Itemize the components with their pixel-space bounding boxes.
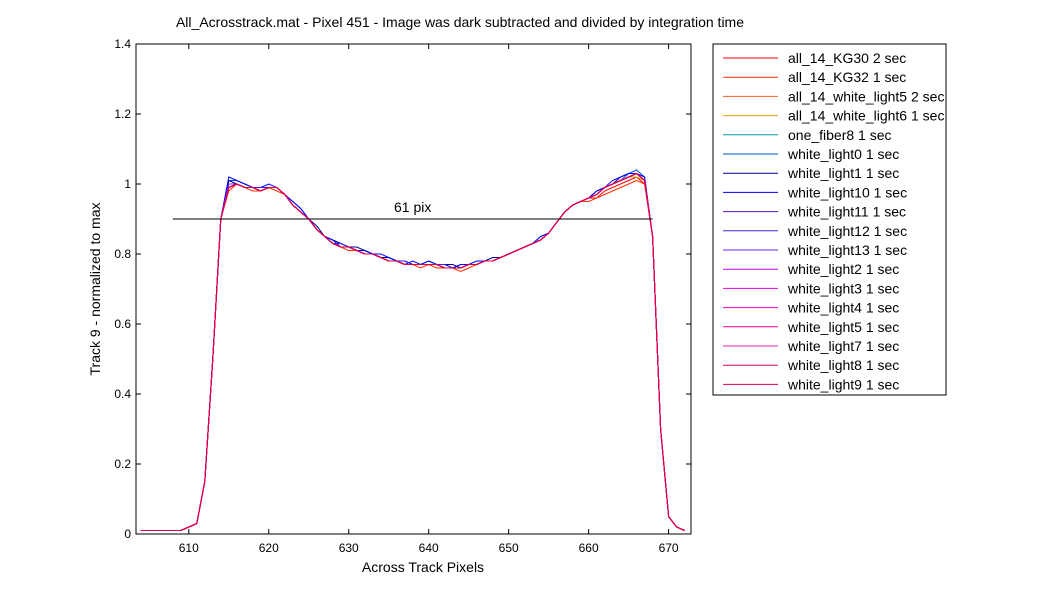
chart-title: All_Acrosstrack.mat - Pixel 451 - Image … (176, 14, 744, 30)
axes-box (135, 43, 692, 535)
legend-label: white_light0 1 sec (787, 146, 899, 162)
legend-label: white_light9 1 sec (787, 376, 899, 392)
legend-label: white_light3 1 sec (787, 280, 899, 296)
plot-area: 61 pix (140, 169, 685, 531)
y-tick-label: 0 (124, 527, 131, 541)
legend-label: all_14_white_light5 2 sec (788, 88, 944, 104)
reference-label: 61 pix (394, 199, 431, 215)
y-tick-label: 1.2 (114, 107, 131, 121)
legend-label: white_light13 1 sec (787, 242, 907, 258)
legend-box (712, 43, 947, 396)
legend-label: one_fiber8 1 sec (788, 127, 892, 143)
legend-label: white_light10 1 sec (787, 184, 907, 200)
legend-label: white_light12 1 sec (787, 223, 907, 239)
x-tick-label: 620 (259, 541, 279, 555)
y-axis-label: Track 9 - normalized to max (87, 203, 103, 376)
legend-label: white_light2 1 sec (787, 261, 899, 277)
legend-label: white_light7 1 sec (787, 338, 899, 354)
y-tick-label: 1.4 (114, 37, 131, 51)
series-line (140, 172, 685, 531)
x-axis-label: Across Track Pixels (362, 559, 484, 575)
x-tick-label: 630 (339, 541, 359, 555)
legend: all_14_KG30 2 sec all_14_KG32 1 sec all_14… (712, 43, 947, 396)
legend-label: all_14_KG32 1 sec (788, 69, 906, 85)
y-tick-label: 0.2 (114, 457, 131, 471)
y-tick-label: 0.4 (114, 387, 131, 401)
series-line (140, 173, 685, 531)
legend-label: all_14_white_light6 1 sec (788, 108, 944, 124)
x-tick-label: 640 (419, 541, 439, 555)
legend-label: all_14_KG30 2 sec (788, 50, 906, 66)
legend-label: white_light11 1 sec (787, 204, 906, 220)
legend-label: white_light5 1 sec (787, 319, 899, 335)
legend-label: white_light4 1 sec (787, 300, 899, 316)
x-tick-label: 610 (179, 541, 199, 555)
x-tick-label: 670 (659, 541, 679, 555)
legend-label: white_light1 1 sec (787, 165, 899, 181)
x-tick-label: 650 (499, 541, 519, 555)
y-tick-label: 1 (124, 177, 131, 191)
y-tick-label: 0.6 (114, 317, 131, 331)
legend-label: white_light8 1 sec (787, 357, 899, 373)
y-tick-label: 0.8 (114, 247, 131, 261)
x-tick-label: 660 (579, 541, 599, 555)
